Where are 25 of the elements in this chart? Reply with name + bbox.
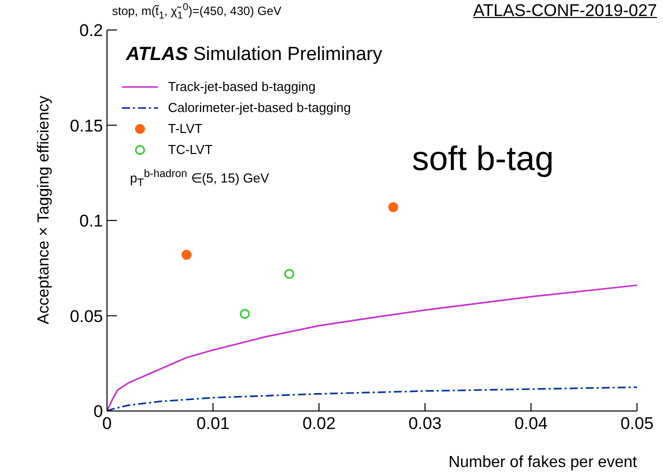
text: ATLAS-CONF-2019-027: [473, 1, 657, 21]
x-tick-label: 0.05: [620, 414, 654, 434]
x-tick-label: 0.01: [196, 414, 230, 434]
x-axis-title: Number of fakes per event: [448, 454, 638, 471]
legend-label: Track-jet-based b-tagging: [168, 79, 316, 94]
y-axis-title: Acceptance × Tagging efficiency: [35, 96, 52, 324]
chart-title: stop, m(t̃$_{1}$, χ̃$_{1}$$^{0}$)=(450, 430) GeV: [112, 2, 282, 22]
point: [240, 308, 250, 319]
legend-label: Calorimeter-jet-based b-tagging: [168, 100, 351, 115]
legend-label: T-LVT: [168, 121, 202, 136]
y-tick-label: 0: [94, 402, 103, 422]
y-tick-label: 0.05: [70, 306, 103, 326]
y-tick-label: 0.2: [79, 21, 103, 40]
point: [388, 202, 398, 212]
x-tick-label: 0.02: [302, 414, 336, 434]
annotation: ATLAS Simulation Preliminary: [126, 44, 382, 66]
x-tick-label: 0.04: [514, 414, 548, 434]
y-tick-label: 0.15: [70, 116, 103, 136]
x-tick-label: 0.03: [408, 414, 442, 434]
legend-label: TC-LVT: [168, 142, 213, 157]
point: [284, 268, 294, 279]
point: [182, 250, 192, 260]
y-tick-label: 0.1: [79, 212, 103, 231]
annotation: soft b-tag: [412, 140, 554, 179]
annotation: p$_{T}$$^{b-hadron}$ ∈(5, 15) GeV: [130, 168, 270, 189]
